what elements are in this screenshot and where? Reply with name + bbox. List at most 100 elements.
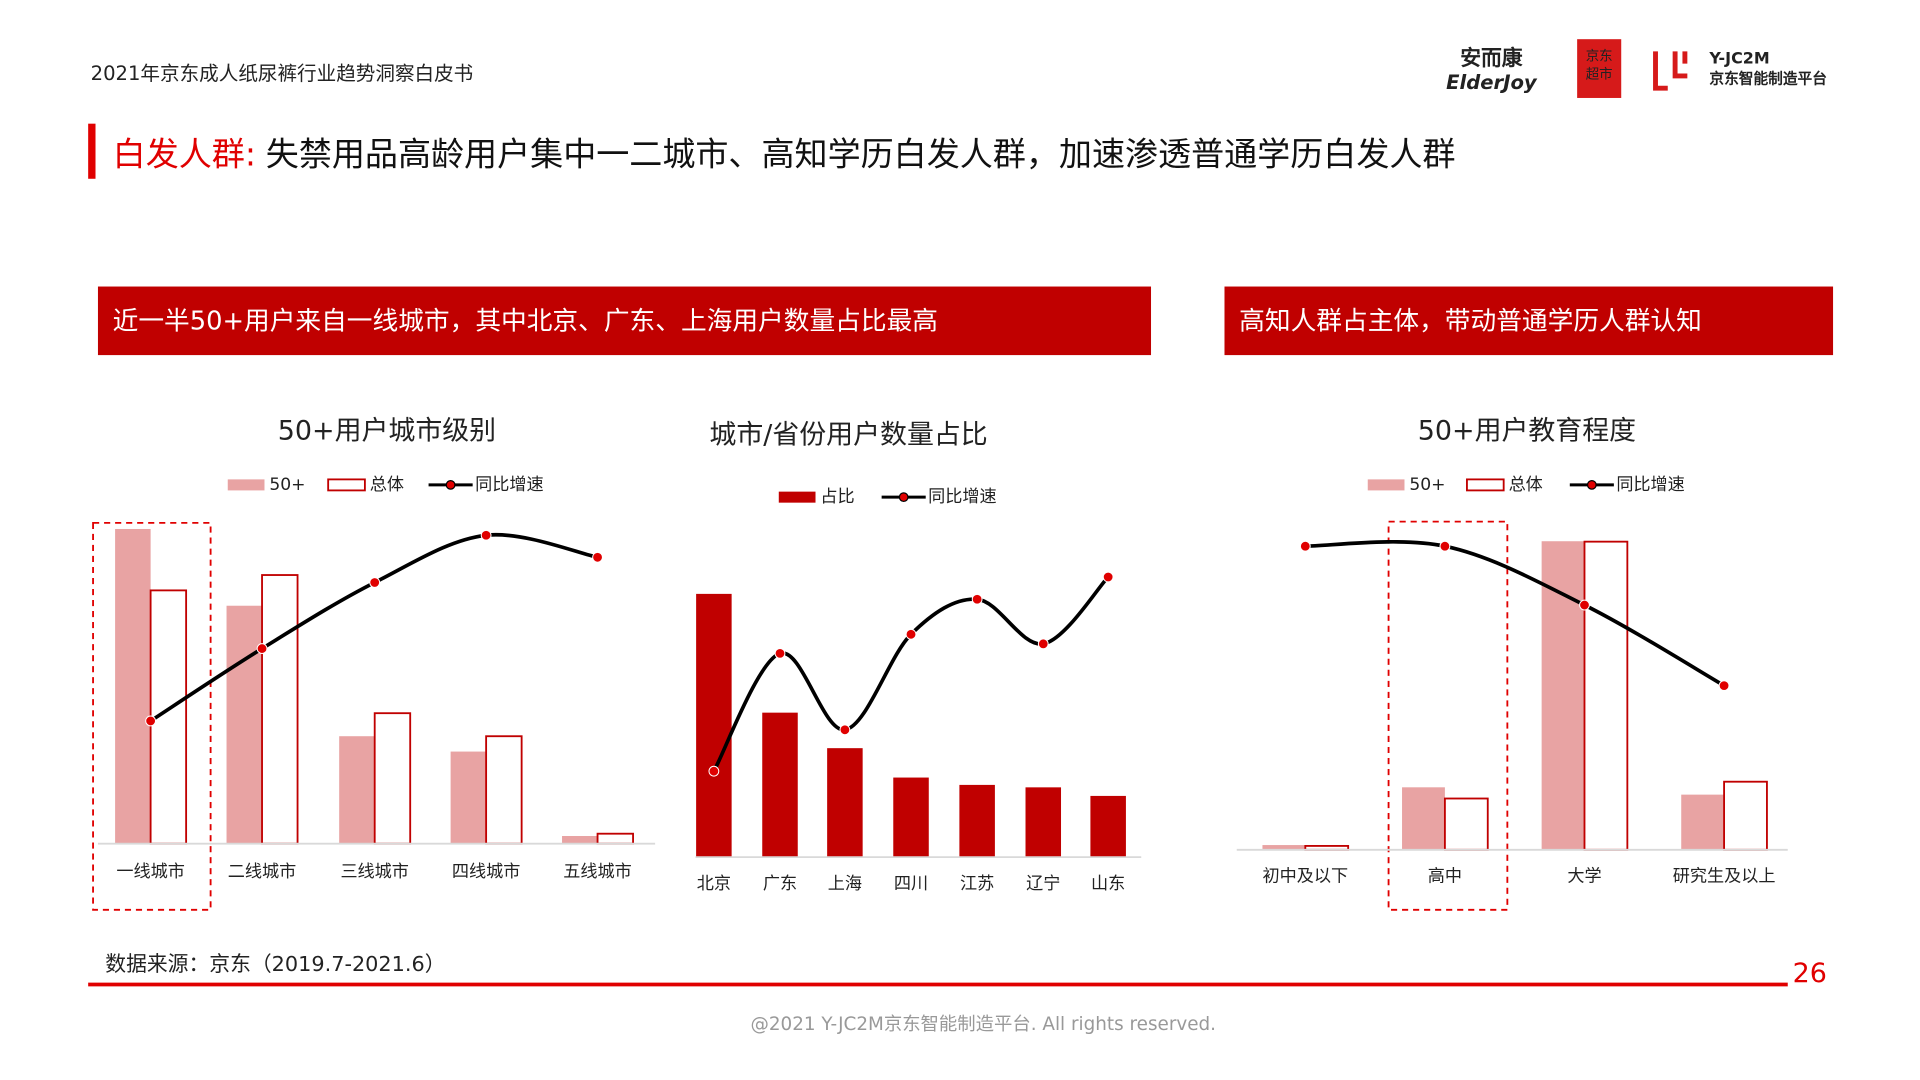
legend-swatch <box>227 479 265 491</box>
legend-label: 总体 <box>370 475 404 495</box>
bar <box>373 712 412 845</box>
bar <box>1723 780 1768 851</box>
legend-label: 同比增速 <box>475 475 544 495</box>
x-tick-label: 江苏 <box>960 874 994 894</box>
x-tick-label: 大学 <box>1567 867 1601 887</box>
report-title: 2021年京东成人纸尿裤行业趋势洞察白皮书 <box>91 62 474 85</box>
trend-marker <box>369 577 381 588</box>
highlight-box <box>1387 520 1509 911</box>
trend-marker <box>905 628 917 640</box>
trend-marker <box>592 551 603 563</box>
logo-text: 安而康 <box>1460 46 1523 70</box>
logo-text: ElderJoy <box>1446 71 1538 94</box>
legend-marker <box>1586 480 1597 490</box>
logo-mark <box>1653 51 1688 91</box>
bar <box>1681 794 1725 850</box>
title-accent <box>88 123 96 179</box>
logo-box <box>1577 39 1622 98</box>
chart-title: 50+用户教育程度 <box>1418 416 1636 447</box>
bar <box>339 736 375 844</box>
trend-marker <box>1299 540 1311 552</box>
logos: 安而康 ElderJoy 京东 超市 Y-JC2M 京东智能制造平台 <box>1446 39 1827 98</box>
trend-marker <box>1718 680 1730 691</box>
bar <box>226 605 263 844</box>
trend-marker <box>256 643 268 654</box>
source: 数据来源：京东（2019.7-2021.6） <box>105 952 445 976</box>
bar <box>1583 540 1629 851</box>
footer: @2021 Y-JC2M京东智能制造平台. All rights reserve… <box>750 1014 1216 1035</box>
legend-label: 同比增速 <box>1616 475 1685 495</box>
trend-marker <box>971 593 983 605</box>
x-tick-label: 五线城市 <box>563 862 632 882</box>
trend-marker <box>1037 638 1049 650</box>
legend-swatch <box>327 478 366 492</box>
x-tick-label: 一线城市 <box>116 862 184 882</box>
chart-title: 50+用户城市级别 <box>278 416 496 447</box>
page-number: 26 <box>1793 958 1827 989</box>
legend-label: 占比 <box>820 487 854 507</box>
logo-text: 超市 <box>1586 66 1613 83</box>
title-highlight: 白发人群: <box>113 134 256 173</box>
legend-swatch <box>1367 479 1405 491</box>
bar <box>450 751 487 844</box>
title-text: 失禁用品高龄用户集中一二城市、高知学历白发人群，加速渗透普通学历白发人群 <box>266 134 1456 173</box>
legend-marker <box>445 480 456 490</box>
bar <box>596 832 634 845</box>
x-tick-label: 四川 <box>894 874 928 894</box>
chart-title: 城市/省份用户数量占比 <box>709 419 987 450</box>
bar <box>1262 845 1306 850</box>
logo-text: 京东智能制造平台 <box>1709 70 1827 88</box>
bar <box>762 712 798 858</box>
trend-marker <box>708 765 720 777</box>
logo-text: Y-JC2M <box>1708 48 1769 67</box>
trend-line <box>1305 539 1725 688</box>
highlight-box <box>92 521 212 911</box>
legend-marker <box>898 492 909 503</box>
bar <box>261 574 299 845</box>
x-tick-label: 三线城市 <box>340 862 409 882</box>
bar <box>1402 787 1445 850</box>
x-tick-label: 辽宁 <box>1026 874 1060 894</box>
trend-marker <box>1439 540 1451 552</box>
banner <box>97 286 1152 356</box>
legend-label: 同比增速 <box>928 487 997 507</box>
bar <box>827 748 863 858</box>
banner-text: 高知人群占主体，带动普通学历人群认知 <box>1239 307 1702 337</box>
x-tick-label: 二线城市 <box>228 862 297 882</box>
x-tick-label: 研究生及以上 <box>1673 867 1776 887</box>
bar <box>1025 787 1062 858</box>
bar <box>485 735 523 845</box>
x-tick-label: 山东 <box>1091 874 1125 894</box>
slide-title: 白发人群: 失禁用品高龄用户集中一二城市、高知学历白发人群，加速渗透普通学历白发人… <box>113 134 1456 173</box>
trend-marker <box>839 724 851 736</box>
logo-text: 京东 <box>1586 48 1613 64</box>
bar <box>562 835 598 844</box>
x-tick-label: 初中及以下 <box>1262 867 1348 887</box>
banner-text: 近一半50+用户来自一线城市，其中北京、广东、上海用户数量占比最高 <box>113 307 938 337</box>
bar <box>115 528 151 844</box>
bar <box>696 593 732 858</box>
x-tick-label: 四线城市 <box>452 862 521 882</box>
trend-marker <box>1102 571 1114 583</box>
banner <box>1224 286 1834 356</box>
bar <box>893 777 929 858</box>
trend-marker <box>145 715 156 727</box>
trend-marker <box>774 647 786 659</box>
legend-swatch <box>1466 478 1505 492</box>
bar <box>959 784 995 858</box>
legend-label: 50+ <box>1409 475 1445 495</box>
x-tick-label: 北京 <box>697 874 731 894</box>
legend-label: 总体 <box>1509 475 1543 495</box>
bar <box>1090 795 1126 858</box>
x-tick-label: 高中 <box>1428 867 1462 887</box>
x-tick-label: 广东 <box>763 874 797 894</box>
trend-marker <box>480 529 492 541</box>
x-tick-label: 上海 <box>828 874 862 894</box>
legend-swatch <box>778 491 816 503</box>
legend-label: 50+ <box>269 475 305 495</box>
trend-marker <box>1579 599 1590 611</box>
